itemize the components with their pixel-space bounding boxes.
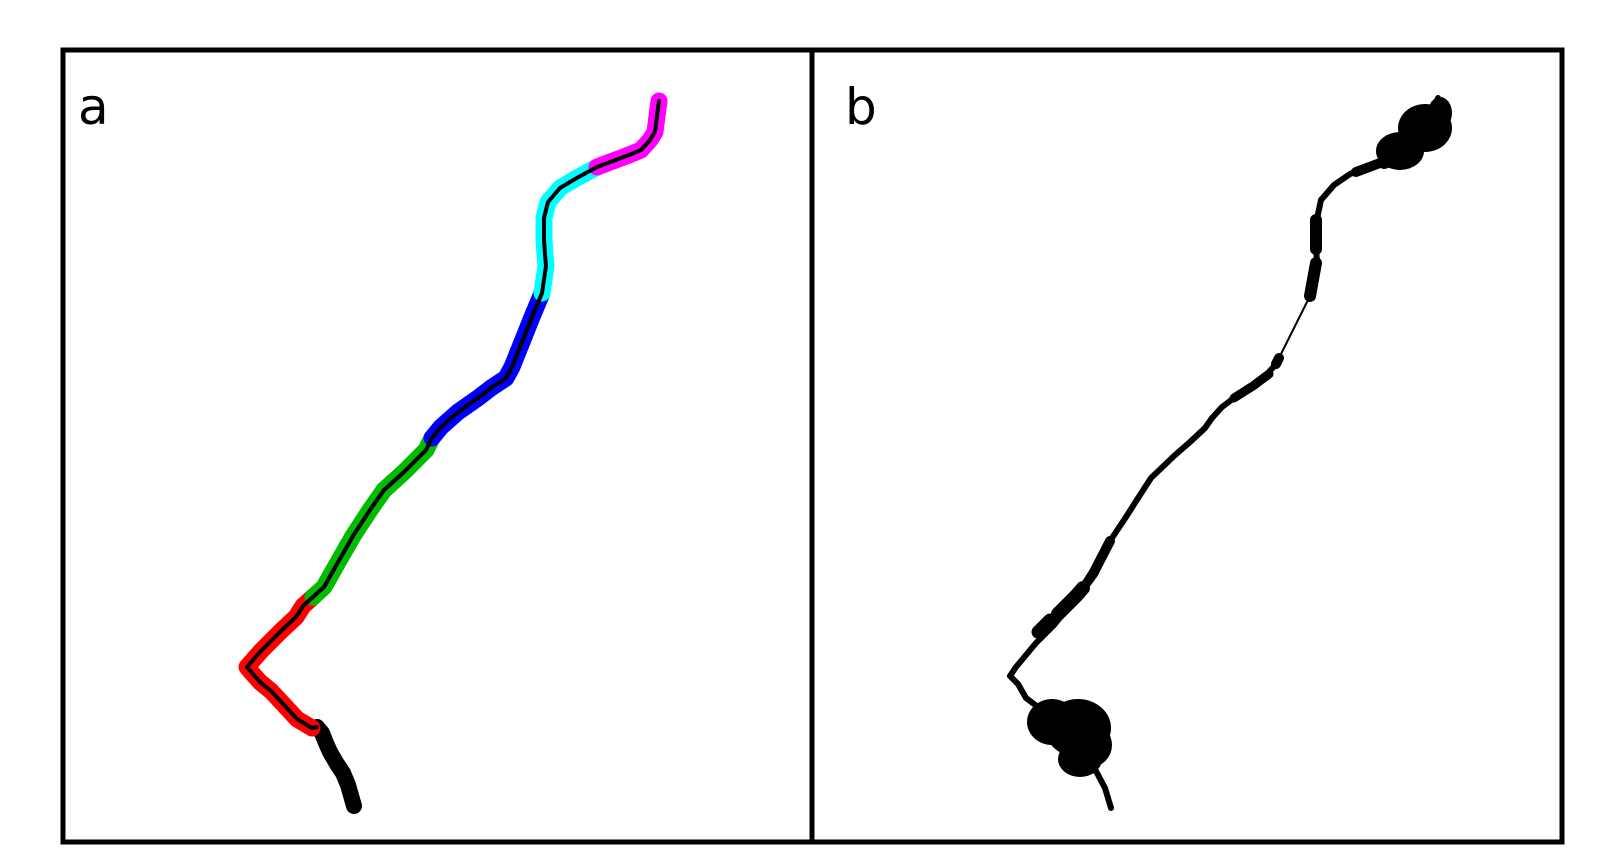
blob-top-lower — [1376, 132, 1424, 170]
panel-a-label: a — [78, 78, 109, 136]
panel-a-path — [238, 92, 668, 814]
thick-segment-7 — [1271, 353, 1284, 369]
centerline — [245, 99, 661, 730]
thick-segment-10 — [1351, 158, 1385, 177]
panel-b-blobs — [1027, 97, 1452, 777]
thick-segment-8 — [1304, 257, 1322, 302]
thick-segment-6 — [1229, 369, 1274, 403]
blob-top-small — [1428, 97, 1452, 129]
hairline-segment — [1275, 295, 1311, 365]
thick-segment-2 — [1051, 581, 1090, 621]
segment-black-thick — [309, 719, 362, 814]
panel-b-label: b — [845, 78, 877, 136]
blob-bottom-lower — [1058, 741, 1102, 777]
thick-segment-3 — [1031, 613, 1057, 639]
thick-segment-5 — [1088, 536, 1115, 579]
